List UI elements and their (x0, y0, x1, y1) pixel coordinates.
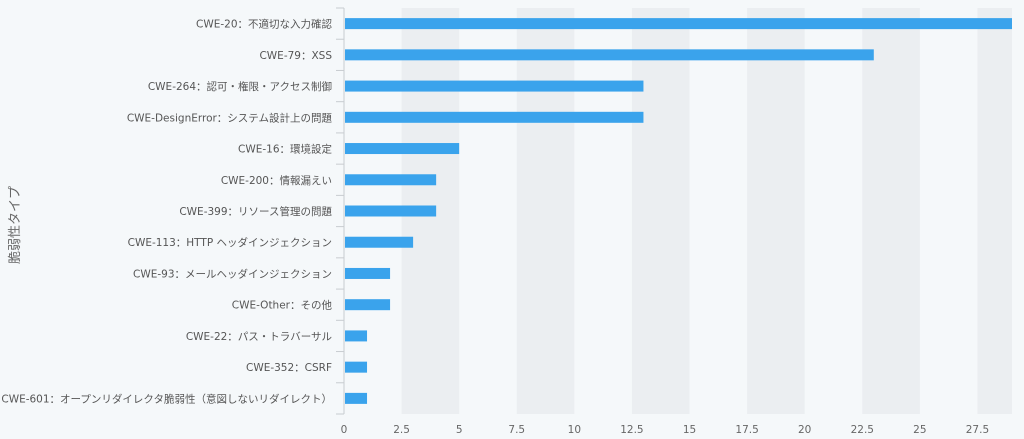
bar[interactable] (345, 330, 368, 342)
x-tick-label: 10 (568, 424, 581, 436)
category-label: CWE-200：情報漏えい (221, 174, 332, 187)
x-tick-label: 22.5 (851, 424, 874, 436)
category-label: CWE-399：リソース管理の問題 (179, 205, 332, 218)
grid-band (631, 8, 690, 414)
bar[interactable] (345, 174, 437, 186)
grid-band (977, 8, 1012, 414)
bar[interactable] (345, 236, 414, 248)
x-tick-label: 12.5 (620, 424, 643, 436)
x-tick-label: 5 (456, 424, 463, 436)
grid-band (862, 8, 920, 414)
grid-band (747, 8, 805, 414)
category-labels: CWE-20：不適切な入力確認 CWE-79：XSS CWE-264：認可・権限・ア… (1, 18, 332, 406)
bar[interactable] (345, 18, 1012, 30)
bar[interactable] (345, 49, 874, 61)
category-label: CWE-20：不適切な入力確認 (196, 18, 332, 31)
category-label: CWE-22：パス・トラバーサル (186, 331, 332, 343)
x-tick-label: 0 (341, 424, 348, 436)
bar[interactable] (345, 299, 391, 311)
x-tick-label: 20 (798, 424, 811, 436)
value-axis-ticks: 0 2.5 5 7.5 10 12.5 15 17.5 20 22.5 25 27.5 (341, 424, 989, 436)
category-label: CWE-264：認可・権限・アクセス制御 (148, 80, 332, 93)
bar[interactable] (345, 361, 368, 373)
category-label: CWE-93：メールヘッダインジェクション (133, 267, 332, 280)
grid-bands (401, 8, 1012, 414)
category-label: CWE-16：環境設定 (238, 143, 332, 156)
x-tick-label: 15 (683, 424, 696, 436)
category-label: CWE-113：HTTP ヘッダインジェクション (128, 236, 332, 249)
bar[interactable] (345, 392, 368, 404)
category-label: CWE-79：XSS (259, 50, 332, 62)
x-tick-label: 2.5 (393, 424, 410, 436)
category-label: CWE-601：オープンリダイレクタ脆弱性（意図しないリダイレクト） (1, 392, 332, 405)
bar-series (345, 18, 1012, 404)
x-tick-label: 25 (913, 424, 926, 436)
bar[interactable] (345, 205, 437, 217)
bar[interactable] (345, 80, 644, 92)
bar[interactable] (345, 111, 644, 123)
category-label: CWE-DesignError：システム設計上の問題 (127, 111, 333, 124)
bar[interactable] (345, 267, 391, 279)
category-axis (336, 7, 345, 415)
x-tick-label: 17.5 (735, 424, 758, 436)
y-axis-title: 脆弱性タイプ (7, 186, 23, 264)
x-tick-label: 27.5 (966, 424, 989, 436)
category-label: CWE-Other：その他 (232, 299, 333, 312)
x-tick-label: 7.5 (508, 424, 525, 436)
grid-band (516, 8, 575, 414)
category-label: CWE-352：CSRF (246, 362, 332, 374)
bar[interactable] (345, 143, 460, 155)
